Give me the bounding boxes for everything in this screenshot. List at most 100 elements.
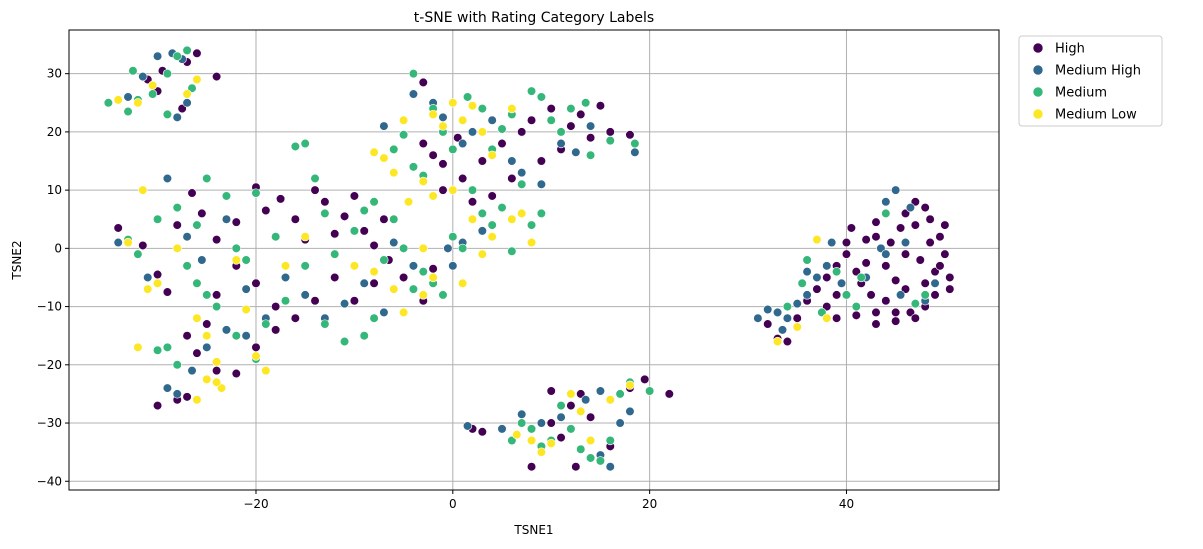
data-point bbox=[753, 313, 763, 323]
data-point bbox=[477, 226, 487, 236]
data-point bbox=[571, 462, 581, 472]
data-point bbox=[841, 237, 852, 248]
data-point bbox=[389, 144, 399, 154]
data-point bbox=[261, 366, 271, 376]
axis-ticks: −20 0 20 40 −40 −30 −20 −10 0 10 20 30 bbox=[37, 67, 854, 511]
data-point bbox=[221, 325, 232, 335]
data-point bbox=[477, 104, 487, 114]
legend-marker bbox=[1032, 42, 1044, 54]
series-medium-low bbox=[113, 74, 832, 457]
data-point bbox=[438, 290, 448, 300]
data-point bbox=[517, 127, 527, 137]
data-point bbox=[585, 453, 596, 463]
data-point bbox=[832, 313, 842, 323]
data-point bbox=[349, 261, 359, 271]
data-point bbox=[271, 301, 281, 312]
data-point bbox=[408, 69, 419, 79]
data-point bbox=[162, 383, 173, 393]
data-point bbox=[585, 121, 596, 131]
data-point bbox=[856, 272, 866, 283]
data-point bbox=[930, 290, 940, 300]
data-point bbox=[822, 313, 832, 323]
data-point bbox=[379, 214, 389, 224]
data-point bbox=[438, 185, 448, 195]
data-point bbox=[605, 462, 615, 472]
data-point bbox=[605, 395, 615, 405]
data-point bbox=[389, 214, 399, 224]
data-point bbox=[369, 267, 379, 277]
data-point bbox=[458, 278, 468, 288]
data-point bbox=[871, 307, 881, 318]
data-point bbox=[546, 104, 556, 114]
y-axis-label: TSNE2 bbox=[10, 240, 24, 280]
data-point bbox=[925, 214, 935, 224]
data-point bbox=[772, 307, 783, 318]
data-point bbox=[477, 249, 487, 259]
data-point bbox=[172, 243, 182, 253]
data-point bbox=[310, 173, 320, 184]
data-point bbox=[487, 220, 497, 230]
data-point bbox=[905, 307, 916, 318]
data-point bbox=[133, 342, 143, 352]
y-tick-label: −40 bbox=[37, 474, 62, 488]
data-points bbox=[103, 45, 955, 472]
data-point bbox=[128, 66, 138, 76]
data-point bbox=[467, 127, 478, 137]
data-point bbox=[138, 71, 148, 82]
data-point bbox=[261, 205, 271, 216]
y-tick-label: 0 bbox=[54, 241, 62, 255]
data-point bbox=[910, 197, 920, 207]
data-point bbox=[851, 310, 861, 320]
data-point bbox=[772, 336, 783, 347]
data-point bbox=[310, 296, 320, 306]
data-point bbox=[905, 202, 916, 213]
data-point bbox=[585, 435, 596, 446]
data-point bbox=[231, 368, 241, 379]
data-point bbox=[172, 112, 182, 122]
data-point bbox=[910, 220, 920, 230]
data-point bbox=[339, 336, 350, 347]
data-point bbox=[152, 214, 163, 224]
legend-label: High bbox=[1055, 42, 1085, 57]
data-point bbox=[320, 208, 330, 219]
data-point bbox=[526, 462, 537, 472]
data-point bbox=[851, 267, 861, 277]
data-point bbox=[566, 424, 576, 434]
legend-label: Medium High bbox=[1055, 64, 1141, 79]
data-point bbox=[103, 98, 113, 108]
data-point bbox=[143, 284, 153, 294]
data-point bbox=[556, 432, 566, 443]
data-point bbox=[517, 179, 527, 189]
data-point bbox=[566, 104, 576, 114]
data-point bbox=[526, 220, 537, 230]
data-point bbox=[448, 232, 458, 242]
data-point bbox=[630, 138, 640, 149]
data-point bbox=[546, 386, 556, 396]
data-point bbox=[536, 447, 546, 457]
data-point bbox=[576, 109, 586, 120]
data-point bbox=[241, 255, 251, 265]
data-point bbox=[349, 296, 359, 306]
data-point bbox=[123, 92, 133, 102]
data-point bbox=[487, 191, 497, 201]
data-point bbox=[339, 211, 350, 221]
data-point bbox=[280, 261, 291, 271]
data-point bbox=[526, 237, 537, 248]
data-point bbox=[861, 258, 871, 268]
data-point bbox=[221, 214, 232, 224]
data-point bbox=[138, 185, 148, 195]
data-point bbox=[581, 98, 591, 108]
data-point bbox=[546, 438, 556, 449]
data-point bbox=[895, 290, 906, 300]
data-point bbox=[595, 386, 606, 396]
data-point bbox=[359, 278, 369, 288]
data-point bbox=[231, 243, 241, 253]
data-point bbox=[507, 104, 517, 114]
data-point bbox=[216, 383, 227, 393]
data-point bbox=[935, 232, 945, 242]
data-point bbox=[546, 418, 556, 428]
data-point bbox=[192, 220, 202, 230]
data-point bbox=[359, 226, 369, 236]
data-point bbox=[497, 138, 507, 149]
data-point bbox=[443, 243, 453, 253]
